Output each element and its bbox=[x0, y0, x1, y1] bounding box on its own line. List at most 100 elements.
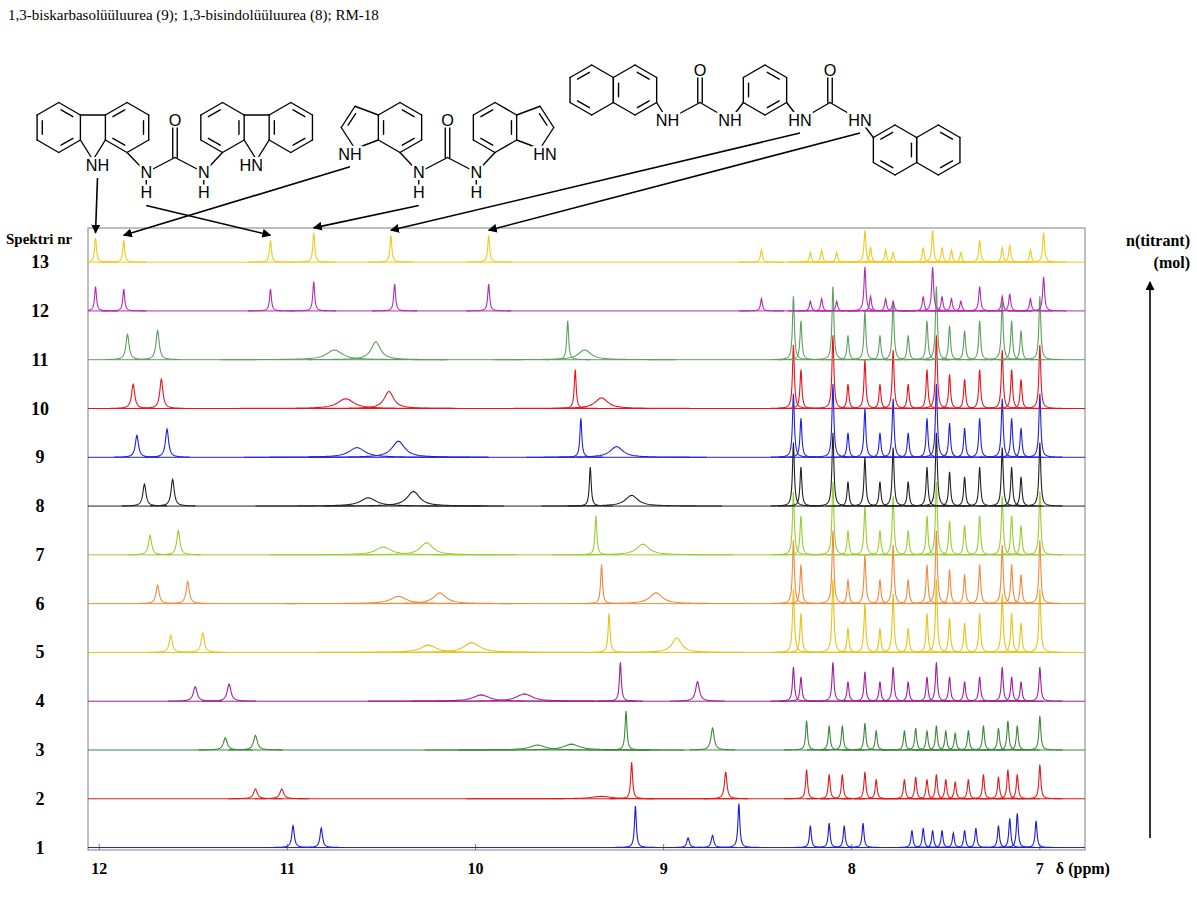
peak bbox=[150, 479, 195, 506]
bond bbox=[105, 103, 127, 116]
peak bbox=[998, 330, 1043, 359]
peak bbox=[842, 267, 887, 311]
peak bbox=[771, 443, 816, 506]
peak bbox=[938, 252, 983, 262]
peak bbox=[820, 774, 865, 798]
peak bbox=[842, 506, 887, 555]
x-tick bbox=[287, 844, 288, 850]
peak bbox=[957, 613, 1002, 652]
bond bbox=[200, 115, 201, 140]
bond bbox=[312, 115, 313, 140]
peak bbox=[842, 230, 887, 262]
peak bbox=[989, 321, 1034, 360]
peak bbox=[156, 530, 201, 554]
peak bbox=[101, 289, 146, 311]
peak bbox=[871, 448, 916, 506]
bond bbox=[917, 163, 939, 176]
bond bbox=[402, 110, 414, 117]
bond bbox=[911, 143, 912, 157]
peak bbox=[904, 369, 949, 408]
peak bbox=[957, 321, 1002, 360]
peak bbox=[778, 613, 823, 652]
peak bbox=[359, 643, 585, 653]
spectrum-number: 2 bbox=[36, 789, 45, 809]
peak bbox=[910, 830, 955, 847]
assignment-arrow bbox=[124, 167, 350, 235]
bond bbox=[592, 103, 614, 116]
peak bbox=[904, 418, 949, 457]
peak bbox=[893, 777, 938, 799]
bond bbox=[378, 115, 379, 140]
peak bbox=[919, 830, 964, 847]
bond bbox=[578, 101, 590, 108]
bond bbox=[113, 110, 125, 117]
peak bbox=[778, 369, 823, 408]
spectrum bbox=[88, 384, 1085, 457]
bond bbox=[105, 140, 127, 153]
spectrum bbox=[88, 433, 1085, 506]
bond bbox=[570, 65, 592, 78]
bond bbox=[244, 114, 269, 115]
spectrum-number: 9 bbox=[36, 447, 45, 467]
peak bbox=[244, 448, 470, 458]
bond bbox=[656, 78, 657, 103]
bond bbox=[481, 110, 493, 117]
bond bbox=[916, 138, 917, 163]
peak bbox=[929, 299, 974, 311]
peak bbox=[914, 726, 959, 750]
peak bbox=[914, 530, 959, 603]
bond bbox=[635, 65, 657, 78]
bond bbox=[637, 101, 649, 108]
peak bbox=[1014, 821, 1059, 848]
bond bbox=[895, 163, 917, 176]
bond bbox=[495, 103, 517, 116]
bond bbox=[59, 103, 81, 116]
bond bbox=[269, 103, 291, 116]
bond bbox=[61, 110, 73, 117]
peak bbox=[778, 516, 823, 555]
peak bbox=[466, 284, 511, 311]
peak bbox=[703, 772, 748, 799]
bond bbox=[516, 115, 517, 140]
bond bbox=[274, 121, 275, 135]
peak bbox=[882, 730, 927, 749]
peak bbox=[690, 835, 735, 847]
spectrum bbox=[88, 530, 1085, 603]
bond bbox=[916, 138, 917, 163]
bond bbox=[378, 103, 400, 116]
peak bbox=[228, 789, 282, 799]
peak bbox=[771, 491, 816, 554]
peak bbox=[778, 565, 823, 604]
spectrum-number: 7 bbox=[36, 545, 45, 565]
bond bbox=[613, 78, 614, 103]
peak bbox=[871, 350, 916, 408]
peak bbox=[998, 477, 1043, 506]
spectrum bbox=[88, 230, 1085, 262]
peak bbox=[180, 633, 225, 652]
peak bbox=[810, 662, 855, 701]
peak bbox=[995, 726, 1040, 750]
bond bbox=[765, 65, 787, 78]
peak bbox=[771, 667, 816, 701]
peak bbox=[904, 677, 949, 701]
atom-label: H bbox=[470, 183, 482, 201]
bond bbox=[42, 121, 43, 135]
spectrum-number: 10 bbox=[31, 399, 49, 419]
peak bbox=[788, 301, 833, 311]
peak bbox=[372, 284, 417, 311]
peak bbox=[871, 252, 916, 262]
peak bbox=[914, 384, 959, 457]
peak bbox=[148, 635, 193, 652]
bond bbox=[402, 138, 414, 145]
atom-label: O bbox=[169, 111, 182, 129]
peak bbox=[914, 774, 959, 798]
peak bbox=[914, 335, 959, 408]
atom-label: H bbox=[198, 183, 210, 201]
peak bbox=[910, 230, 955, 262]
peak bbox=[980, 248, 1025, 263]
atom-label: H bbox=[140, 183, 152, 201]
peak bbox=[412, 694, 638, 701]
spectrum-number: 3 bbox=[36, 740, 45, 760]
peak bbox=[938, 301, 983, 311]
peak bbox=[88, 287, 118, 311]
